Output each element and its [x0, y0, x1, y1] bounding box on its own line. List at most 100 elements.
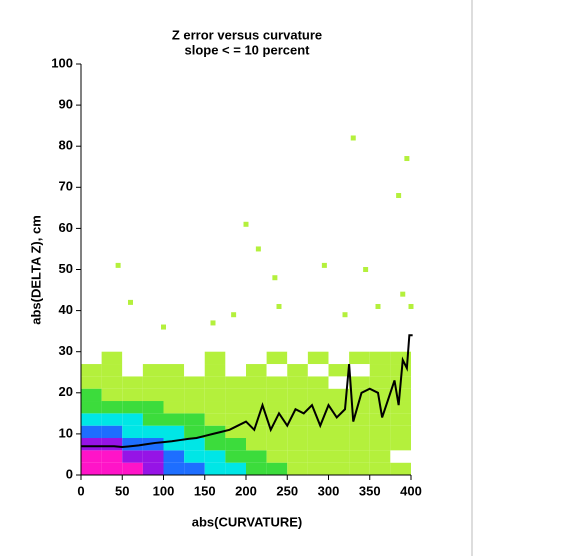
- heat-cell: [307, 450, 329, 463]
- outlier-point: [243, 221, 249, 227]
- heat-cell: [81, 413, 102, 426]
- heat-cell: [328, 413, 350, 426]
- heat-cell: [266, 438, 288, 451]
- heat-cell: [122, 351, 143, 365]
- heat-cell: [369, 425, 391, 439]
- heat-cell: [328, 438, 350, 451]
- heat-cell: [369, 364, 391, 377]
- outlier-point: [321, 262, 327, 268]
- heat-cell: [204, 462, 226, 475]
- heat-cell: [349, 364, 370, 377]
- heat-cell: [122, 462, 143, 475]
- heat-cell: [266, 450, 288, 463]
- outlier-point: [363, 267, 369, 272]
- outlier-point: [400, 291, 406, 297]
- heat-cell: [81, 450, 102, 463]
- heat-cell: [81, 388, 102, 402]
- heat-cell: [349, 376, 370, 389]
- heat-cell: [101, 462, 123, 475]
- heat-cell: [390, 450, 411, 463]
- outlier-point: [342, 312, 348, 318]
- heat-cell: [225, 450, 246, 463]
- heat-cell: [287, 351, 308, 365]
- heat-cell: [246, 450, 267, 463]
- heat-cell: [101, 388, 123, 402]
- heat-cell: [122, 364, 143, 377]
- outlier-point: [350, 135, 356, 141]
- heat-cell: [101, 425, 123, 439]
- y-tick-label: 100: [51, 55, 73, 70]
- heat-cell: [369, 450, 391, 463]
- heat-cell: [266, 376, 288, 389]
- heat-cell: [204, 388, 226, 402]
- heat-cell: [287, 376, 308, 389]
- x-tick-label: 300: [318, 483, 340, 498]
- heat-cell: [246, 364, 267, 377]
- heat-cell: [349, 462, 370, 475]
- outlier-point: [408, 303, 414, 309]
- x-tick-label: 250: [276, 483, 298, 498]
- heat-cell: [81, 425, 102, 439]
- y-tick-label: 20: [59, 384, 73, 399]
- heat-cell: [328, 425, 350, 439]
- heat-cell: [204, 401, 226, 414]
- heat-cell: [122, 376, 143, 389]
- outlier-point: [115, 262, 121, 268]
- heat-cell: [246, 438, 267, 451]
- outlier-point: [375, 303, 381, 309]
- heat-cell: [81, 401, 102, 414]
- heat-cell: [390, 351, 411, 365]
- heat-cell: [390, 401, 411, 414]
- heat-cell: [184, 351, 205, 365]
- heat-cell: [163, 376, 185, 389]
- heat-cell: [328, 376, 350, 389]
- heat-cell: [204, 351, 226, 365]
- heat-cell: [225, 388, 246, 402]
- heat-cell: [163, 364, 185, 377]
- heat-cell: [225, 376, 246, 389]
- heat-cell: [142, 388, 164, 402]
- heat-cell: [287, 401, 308, 414]
- heat-cell: [184, 401, 205, 414]
- heat-cell: [307, 388, 329, 402]
- y-tick-label: 90: [59, 97, 73, 112]
- heat-cell: [81, 376, 102, 389]
- heat-cell: [184, 438, 205, 451]
- heat-cell: [184, 388, 205, 402]
- heat-cell: [307, 438, 329, 451]
- heat-cell: [101, 376, 123, 389]
- heat-cell: [142, 401, 164, 414]
- heat-cell: [307, 351, 329, 365]
- y-tick-label: 50: [59, 261, 73, 276]
- outlier-point: [255, 246, 261, 252]
- heat-cell: [349, 438, 370, 451]
- outlier-point: [404, 156, 410, 162]
- heat-cell: [225, 401, 246, 414]
- heat-cell: [369, 413, 391, 426]
- heat-cell: [101, 450, 123, 463]
- heat-cell: [287, 438, 308, 451]
- heat-cell: [369, 462, 391, 475]
- heat-cell: [184, 450, 205, 463]
- heat-cell: [81, 351, 102, 365]
- chart-title: Z error versus curvature: [172, 27, 322, 42]
- heat-cell: [101, 364, 123, 377]
- heat-cell: [246, 388, 267, 402]
- outlier-point: [210, 320, 216, 326]
- heat-cell: [390, 462, 411, 475]
- heat-cell: [349, 450, 370, 463]
- heat-cell: [369, 438, 391, 451]
- heat-cell: [390, 425, 411, 439]
- heat-cell: [266, 364, 288, 377]
- heat-cell: [307, 376, 329, 389]
- outlier-point: [276, 303, 282, 309]
- heat-cell: [184, 364, 205, 377]
- heat-cell: [287, 364, 308, 377]
- x-axis-label: abs(CURVATURE): [192, 514, 303, 529]
- heat-cell: [369, 376, 391, 389]
- x-tick-label: 400: [400, 483, 422, 498]
- heat-cell: [142, 425, 164, 439]
- heat-cell: [287, 450, 308, 463]
- outlier-point: [128, 299, 133, 305]
